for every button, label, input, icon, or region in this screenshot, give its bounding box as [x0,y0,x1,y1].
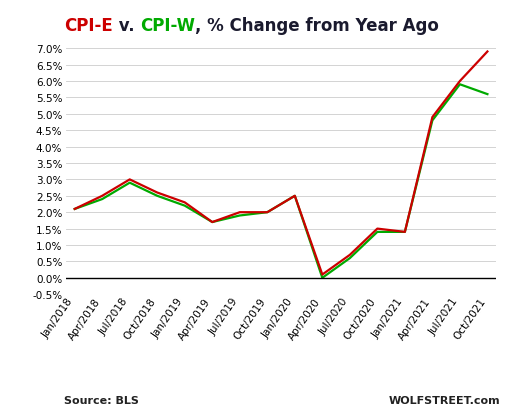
Text: , % Change from Year Ago: , % Change from Year Ago [195,17,439,35]
Text: WOLFSTREET.com: WOLFSTREET.com [389,395,501,405]
Text: Source: BLS: Source: BLS [64,395,139,405]
Text: CPI-W: CPI-W [140,17,195,35]
Text: CPI-E: CPI-E [64,17,112,35]
Text: v.: v. [112,17,140,35]
